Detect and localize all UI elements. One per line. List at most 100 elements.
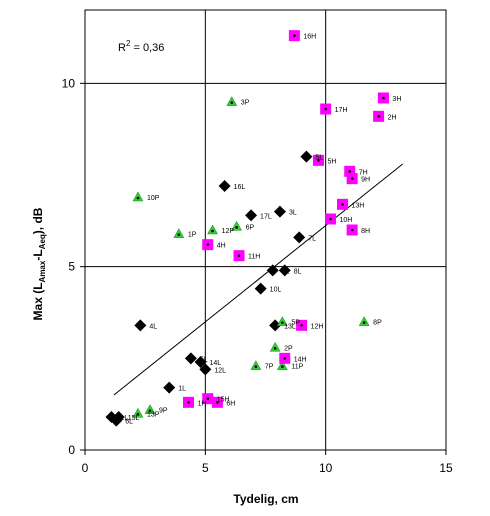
trendline [113,163,403,396]
point-label: 4H [217,243,226,250]
point-label: 7H [359,169,368,176]
triangle-point [226,96,238,106]
y-tick-label: 5 [68,260,75,274]
point-label: 16L [234,184,246,191]
point-label: 12L [214,367,226,374]
square-point-dot [324,107,327,111]
square-point-dot [382,96,385,100]
triangle-point [231,220,243,231]
axis-ticks: 0 5 10 15 0 5 10 [62,76,453,475]
triangle-point [132,191,144,202]
point-label: 3P [241,100,250,107]
square-point-dot [293,34,296,37]
triangle-point-dot [136,196,140,200]
triangle-point-dot [235,226,238,229]
r-squared-annotation: R2 = 0,36 [118,39,164,54]
point-label: 6H [226,400,235,407]
square-point-dot [237,254,241,257]
point-label: 4L [282,268,290,275]
diamond-point [184,352,197,365]
point-label: 3L [289,210,297,217]
point-label: 13H [352,202,365,209]
diamond-point [112,411,125,423]
point-label: 1L [178,386,186,393]
point-label: 10L [270,287,282,294]
point-label: 10H [339,217,352,224]
diamond-point [163,381,176,394]
point-label: 11P [291,364,303,371]
triangle-point-dot [273,347,277,350]
point-label: 5L [315,155,323,162]
point-label: 2P [284,345,293,352]
point-label: 1L [120,415,128,422]
square-point-dot [350,177,354,180]
diamond-point [293,231,306,244]
point-label: 13L [284,323,296,330]
triangle-point-dot [177,233,181,236]
point-label: 7L [308,235,316,242]
diamond-point [273,205,286,218]
point-label: 6P [246,224,255,231]
point-label: 11H [248,254,260,261]
triangle-point-dot [148,409,152,412]
diamond-point [199,363,212,376]
point-label: 8P [373,320,382,327]
square-point-dot [216,401,219,404]
point-label: 7P [265,364,274,371]
data-points [105,30,389,427]
triangle-point-dot [211,229,214,233]
x-tick-label: 15 [439,461,453,475]
diamond-point [134,319,147,332]
y-tick-label: 10 [62,76,76,90]
grid-lines [85,10,446,450]
square-point-dot [300,324,303,327]
triangle-point-dot [254,365,258,368]
triangle-point [358,316,370,326]
y-axis-title: Max (LAmax-LAeq), dB [31,207,47,320]
point-label: 9H [361,177,370,184]
point-label: 5P [291,320,300,327]
point-label: 12P [222,228,235,235]
point-label: 17L [260,213,272,220]
triangle-point [269,341,281,352]
triangle-point [207,224,218,235]
point-label: 1H [197,400,206,407]
diamond-point [218,180,231,192]
square-point-dot [350,228,354,232]
triangle-point-dot [281,365,284,368]
point-label: 12H [311,323,324,330]
point-label: 8H [361,228,370,235]
point-label: 3H [392,96,401,103]
diamond-point [269,319,282,332]
point-label: 13P [147,411,160,418]
point-label: 6L [125,419,133,426]
triangle-point [144,404,156,414]
triangle-point-dot [230,101,234,104]
square-point-dot [206,243,210,246]
triangle-point [250,360,262,370]
x-tick-label: 5 [202,461,209,475]
y-tick-label: 0 [68,443,75,457]
square-point-dot [206,397,210,400]
trendline-layer [113,163,403,396]
diamond-point [254,282,267,295]
point-label: 5H [327,158,336,165]
x-tick-label: 10 [319,461,333,475]
square-point-dot [348,170,352,173]
point-label: 15L [128,415,140,422]
triangle-point-dot [281,321,284,324]
triangle-point [173,228,185,238]
point-label: 14H [294,356,307,363]
x-axis-title: Tydelig, cm [233,492,298,506]
square-point-dot [283,357,287,360]
triangle-point [276,316,288,326]
point-label: 14L [210,360,222,367]
point-label: 2H [388,114,397,121]
point-label: 16H [303,34,316,41]
point-label: 4L [149,323,157,330]
square-point-dot [187,401,190,404]
triangle-point-dot [362,321,366,324]
